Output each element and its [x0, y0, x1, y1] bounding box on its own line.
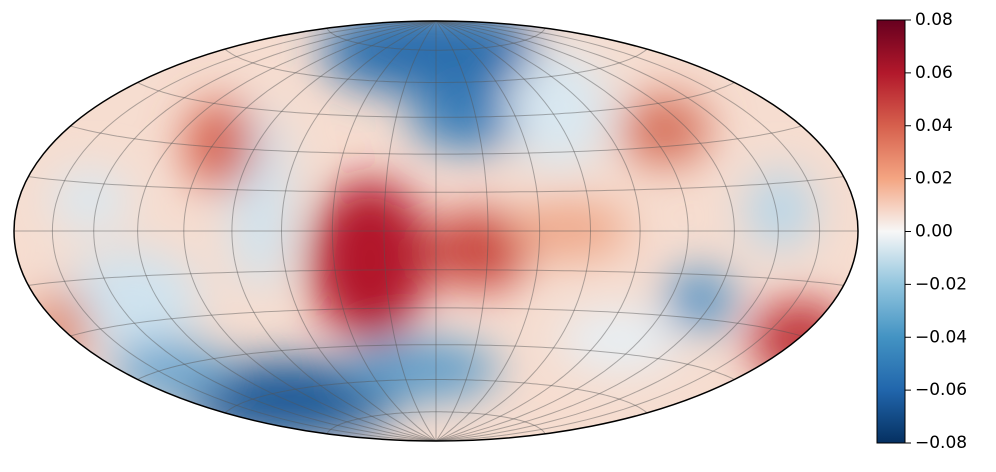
- parallel: [224, 379, 648, 414]
- parallel: [137, 344, 735, 380]
- meridian: [93, 21, 437, 441]
- map-outline: [13, 20, 859, 442]
- meridian: [280, 21, 437, 441]
- parallel: [326, 27, 546, 51]
- parallel: [326, 411, 546, 435]
- colorbar: [876, 19, 906, 444]
- parallel: [28, 176, 844, 193]
- parallel: [70, 125, 802, 155]
- meridian: [435, 21, 641, 441]
- meridian: [183, 21, 437, 441]
- meridian: [435, 21, 592, 441]
- meridian: [51, 21, 437, 441]
- meridian: [435, 21, 689, 441]
- parallel: [224, 48, 648, 83]
- colorbar-tick-label: −0.08: [915, 433, 967, 453]
- meridian: [137, 21, 437, 441]
- meridian: [435, 21, 541, 441]
- meridian: [435, 21, 735, 441]
- meridian: [231, 21, 437, 441]
- meridian: [435, 21, 779, 441]
- colorbar-tick-label: 0.08: [915, 10, 953, 30]
- colorbar-tick-label: 0.06: [915, 63, 953, 83]
- colorbar-tick-label: −0.02: [915, 274, 967, 294]
- parallel: [70, 307, 802, 337]
- colorbar-tick-label: 0.00: [915, 222, 953, 242]
- map-field: [14, 21, 858, 441]
- parallel: [28, 269, 844, 286]
- meridian: [331, 21, 437, 441]
- colorbar-tick-label: −0.06: [915, 380, 967, 400]
- parallel: [137, 82, 735, 118]
- meridian: [383, 21, 437, 441]
- meridian: [435, 21, 489, 441]
- colorbar-tick-label: 0.04: [915, 116, 953, 136]
- colorbar-tick-label: 0.02: [915, 169, 953, 189]
- colorbar-tick-label: −0.04: [915, 327, 967, 347]
- meridian: [435, 21, 821, 441]
